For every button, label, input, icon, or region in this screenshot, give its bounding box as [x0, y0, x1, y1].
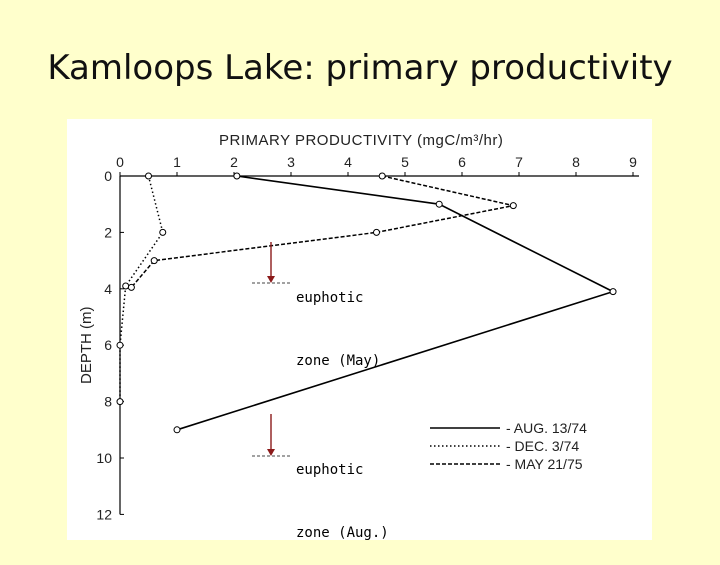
- series-1-point: [609, 288, 617, 296]
- series-2-point: [116, 341, 124, 349]
- series-3-point: [378, 172, 386, 180]
- y-axis-label: DEPTH (m): [78, 306, 95, 384]
- series-3-point: [150, 257, 158, 265]
- euphotic-may-line2: zone (May): [296, 353, 381, 369]
- series-3-point: [127, 283, 135, 291]
- series-line-1: [176, 175, 616, 431]
- x-tick-label: 3: [287, 154, 295, 170]
- x-tick-label: 7: [515, 154, 523, 170]
- x-tick-label: 0: [116, 154, 124, 170]
- euphotic-aug-line1: euphotic: [296, 462, 364, 478]
- series-2-point: [116, 398, 124, 406]
- y-tick-label: 6: [104, 337, 112, 353]
- chart-title: PRIMARY PRODUCTIVITY (mgC/m³/hr): [219, 132, 503, 149]
- x-tick-label: 6: [458, 154, 466, 170]
- series-3-point: [509, 202, 517, 210]
- euphotic-may-line1: euphotic: [296, 290, 364, 306]
- series-2-point: [145, 172, 152, 180]
- legend-label-1: - AUG. 13/74: [506, 420, 587, 436]
- x-tick-label: 8: [572, 154, 580, 170]
- series-1-point: [233, 172, 241, 180]
- euphotic-aug-line2: zone (Aug.): [296, 525, 389, 541]
- series-1-point: [173, 426, 181, 434]
- x-tick-label: 9: [629, 154, 637, 170]
- y-tick-label: 10: [96, 450, 112, 466]
- series-1-point: [435, 200, 443, 208]
- productivity-figure: 0 1 2 3 4 5 6 7 8 9 0 2 4 6 8 10 12 PRIMARY PRODUCTIVITY …: [67, 119, 652, 540]
- y-tick-label: 12: [96, 506, 112, 522]
- x-tick-label: 5: [401, 154, 409, 170]
- euphotic-may-marker-arrow-head: [267, 276, 275, 283]
- y-tick-label: 2: [104, 224, 112, 240]
- euphotic-may-label: euphotic zone (May): [296, 246, 380, 393]
- euphotic-aug-marker-arrow-head: [267, 449, 275, 456]
- series-3-point: [373, 228, 380, 236]
- x-tick-label: 1: [173, 154, 181, 170]
- slide-title: Kamloops Lake: primary productivity: [47, 48, 673, 88]
- y-tick-label: 4: [104, 281, 112, 297]
- euphotic-aug-label: euphotic zone (Aug.): [296, 418, 389, 565]
- series-2-point: [159, 228, 167, 236]
- series-2-point: [122, 282, 130, 290]
- y-tick-label: 8: [104, 394, 112, 410]
- y-tick-label: 0: [104, 168, 112, 184]
- legend-label-3: - MAY 21/75: [506, 456, 583, 472]
- legend-label-2: - DEC. 3/74: [506, 438, 579, 454]
- x-tick-label: 4: [344, 154, 352, 170]
- x-tick-label: 2: [230, 154, 238, 170]
